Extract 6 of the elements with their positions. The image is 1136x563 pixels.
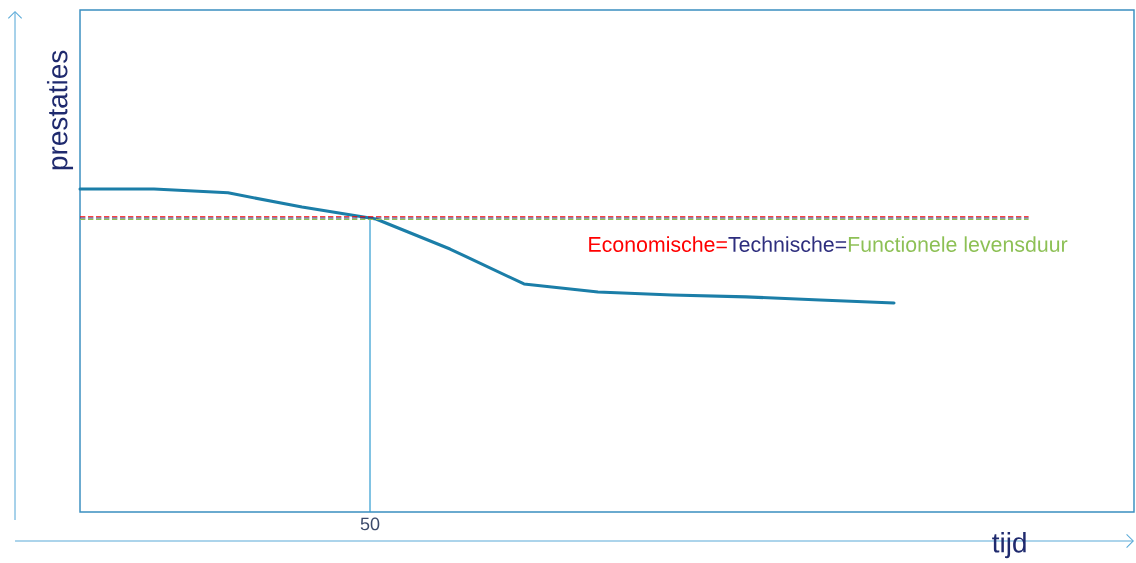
ref-line-label: Economische= (589, 236, 727, 252)
ref-line-label: Technische= (728, 236, 847, 252)
ref-line-label: Functionele levensduur (848, 236, 1068, 252)
text: 50 (360, 517, 380, 531)
x-axis-title: tijd (992, 532, 1026, 559)
y-axis-title: prestaties (46, 50, 74, 170)
